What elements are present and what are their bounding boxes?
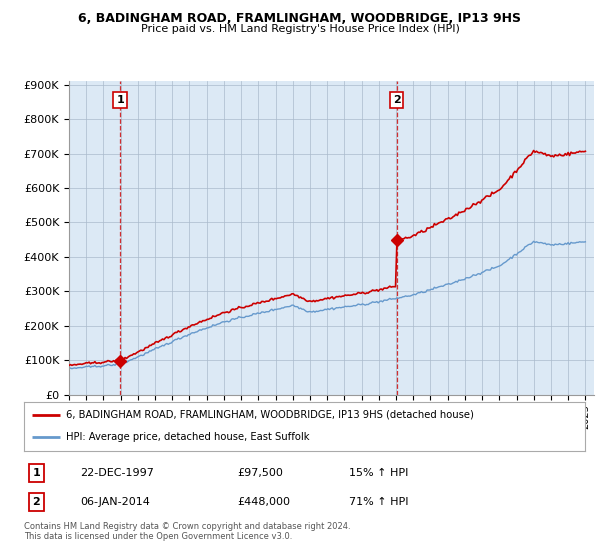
Text: 2: 2 (392, 95, 400, 105)
Text: 1: 1 (116, 95, 124, 105)
Text: 2: 2 (32, 497, 40, 507)
Text: Price paid vs. HM Land Registry's House Price Index (HPI): Price paid vs. HM Land Registry's House … (140, 24, 460, 34)
Text: Contains HM Land Registry data © Crown copyright and database right 2024.
This d: Contains HM Land Registry data © Crown c… (24, 522, 350, 542)
Text: 6, BADINGHAM ROAD, FRAMLINGHAM, WOODBRIDGE, IP13 9HS: 6, BADINGHAM ROAD, FRAMLINGHAM, WOODBRID… (79, 12, 521, 25)
Text: 22-DEC-1997: 22-DEC-1997 (80, 468, 154, 478)
Text: £448,000: £448,000 (237, 497, 290, 507)
Text: £97,500: £97,500 (237, 468, 283, 478)
Text: 15% ↑ HPI: 15% ↑ HPI (349, 468, 409, 478)
Text: 1: 1 (32, 468, 40, 478)
Text: 6, BADINGHAM ROAD, FRAMLINGHAM, WOODBRIDGE, IP13 9HS (detached house): 6, BADINGHAM ROAD, FRAMLINGHAM, WOODBRID… (66, 410, 474, 420)
Text: 06-JAN-2014: 06-JAN-2014 (80, 497, 150, 507)
Text: HPI: Average price, detached house, East Suffolk: HPI: Average price, detached house, East… (66, 432, 310, 442)
Text: 71% ↑ HPI: 71% ↑ HPI (349, 497, 409, 507)
